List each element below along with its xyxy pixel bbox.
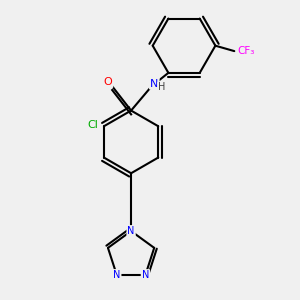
Text: N: N <box>150 79 158 88</box>
Text: N: N <box>142 270 149 280</box>
Text: H: H <box>158 82 165 92</box>
Text: N: N <box>128 226 135 236</box>
Text: N: N <box>113 270 121 280</box>
Text: O: O <box>103 77 112 87</box>
Text: CF₃: CF₃ <box>238 46 255 56</box>
Text: Cl: Cl <box>88 120 98 130</box>
